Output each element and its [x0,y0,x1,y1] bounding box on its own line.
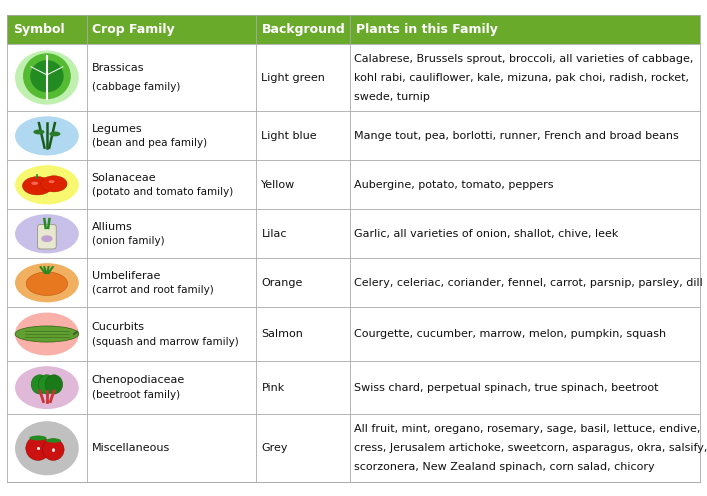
Ellipse shape [25,436,50,460]
Text: Legumes: Legumes [92,124,142,134]
Ellipse shape [15,51,78,105]
Ellipse shape [15,165,78,204]
Text: Background: Background [262,23,346,36]
Text: Light blue: Light blue [262,131,317,141]
Bar [7,307,700,361]
Text: Alliums: Alliums [92,222,132,232]
Bar [7,415,700,482]
Ellipse shape [23,53,71,99]
Text: Calabrese, Brussels sprout, broccoli, all varieties of cabbage,: Calabrese, Brussels sprout, broccoli, al… [354,54,694,63]
Text: Celery, celeriac, coriander, fennel, carrot, parsnip, parsley, dill: Celery, celeriac, coriander, fennel, car… [354,278,703,288]
Text: Solanaceae: Solanaceae [92,173,156,183]
Text: Brassicas: Brassicas [92,63,144,73]
Ellipse shape [30,435,47,440]
Ellipse shape [41,176,67,192]
Bar [7,15,700,44]
Text: All fruit, mint, oregano, rosemary, sage, basil, lettuce, endive,: All fruit, mint, oregano, rosemary, sage… [354,424,701,434]
Text: swede, turnip: swede, turnip [354,92,430,102]
Text: (onion family): (onion family) [92,236,164,246]
FancyBboxPatch shape [37,225,56,249]
Text: Courgette, cucumber, marrow, melon, pumpkin, squash: Courgette, cucumber, marrow, melon, pump… [354,329,667,339]
Ellipse shape [42,439,64,460]
Ellipse shape [31,182,38,185]
Text: Yellow: Yellow [262,180,296,190]
Ellipse shape [15,116,78,155]
Ellipse shape [26,272,68,296]
Text: scorzonera, New Zealand spinach, corn salad, chicory: scorzonera, New Zealand spinach, corn sa… [354,462,655,472]
Ellipse shape [15,214,78,253]
Text: Chenopodiaceae: Chenopodiaceae [92,375,185,385]
Text: Aubergine, potato, tomato, peppers: Aubergine, potato, tomato, peppers [354,180,554,190]
Text: (potato and tomato family): (potato and tomato family) [92,186,233,197]
Ellipse shape [41,235,52,242]
Text: Cucurbits: Cucurbits [92,321,145,331]
Text: Light green: Light green [262,72,325,83]
Text: Miscellaneous: Miscellaneous [92,443,170,453]
Text: cress, Jerusalem artichoke, sweetcorn, asparagus, okra, salsify,: cress, Jerusalem artichoke, sweetcorn, a… [354,443,707,453]
Ellipse shape [49,131,61,136]
Text: (cabbage family): (cabbage family) [92,82,180,92]
Text: Umbeliferae: Umbeliferae [92,271,160,281]
Bar [7,209,700,258]
Text: (beetroot family): (beetroot family) [92,390,180,400]
Ellipse shape [15,421,78,475]
Text: Lilac: Lilac [262,229,287,239]
Ellipse shape [15,366,78,409]
Text: Crop Family: Crop Family [93,23,175,36]
Ellipse shape [15,263,78,303]
Text: (bean and pea family): (bean and pea family) [92,138,207,148]
Ellipse shape [31,375,49,394]
Ellipse shape [49,180,54,183]
Text: Symbol: Symbol [13,23,64,36]
Text: Garlic, all varieties of onion, shallot, chive, leek: Garlic, all varieties of onion, shallot,… [354,229,619,239]
Ellipse shape [46,438,61,442]
Ellipse shape [33,129,45,134]
Text: Plants in this Family: Plants in this Family [356,23,498,36]
Ellipse shape [45,375,63,394]
Bar [7,112,700,160]
Ellipse shape [30,60,64,92]
Bar [7,160,700,209]
Bar [7,44,700,112]
Text: Salmon: Salmon [262,329,303,339]
Text: Orange: Orange [262,278,303,288]
Text: Mange tout, pea, borlotti, runner, French and broad beans: Mange tout, pea, borlotti, runner, Frenc… [354,131,679,141]
Text: (carrot and root family): (carrot and root family) [92,285,214,295]
Text: (squash and marrow family): (squash and marrow family) [92,336,238,347]
Text: Grey: Grey [262,443,288,453]
Ellipse shape [23,177,52,195]
Ellipse shape [38,375,56,394]
Bar [7,258,700,307]
Bar [7,361,700,415]
Text: Pink: Pink [262,382,285,393]
Ellipse shape [15,326,78,342]
Text: Swiss chard, perpetual spinach, true spinach, beetroot: Swiss chard, perpetual spinach, true spi… [354,382,659,393]
Text: kohl rabi, cauliflower, kale, mizuna, pak choi, radish, rocket,: kohl rabi, cauliflower, kale, mizuna, pa… [354,72,689,83]
Ellipse shape [15,312,78,356]
